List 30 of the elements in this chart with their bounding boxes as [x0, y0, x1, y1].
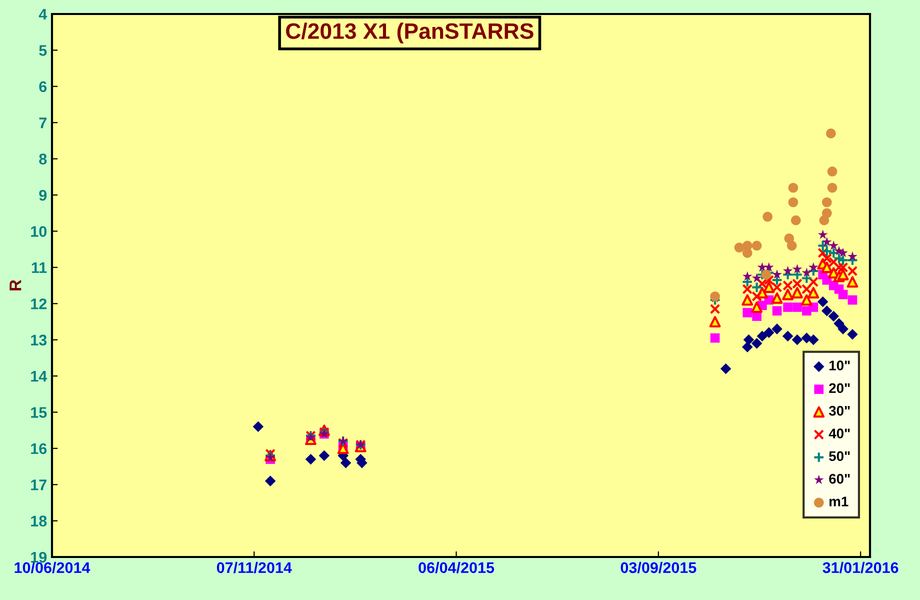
y-tick-label: 10 [31, 226, 47, 237]
x-tick-label: 06/04/2015 [418, 562, 494, 574]
y-tick-label: 15 [31, 407, 47, 418]
y-tick-label: 7 [39, 118, 46, 128]
x-tick-label: 10/06/2014 [14, 562, 90, 574]
y-tick-label: 16 [31, 443, 47, 454]
legend-label: 10" [829, 360, 850, 370]
y-tick-label: 12 [31, 298, 47, 310]
y-tick-label: 19 [31, 552, 47, 563]
legend-label: 20" [829, 383, 850, 394]
y-tick-label: 13 [31, 334, 47, 346]
y-tick-label: 4 [38, 9, 48, 20]
legend-label: 40" [828, 428, 850, 438]
y-tick-label: 5 [39, 45, 47, 56]
y-axis-title: R [10, 280, 22, 290]
x-tick-label: 07/11/2014 [216, 562, 292, 574]
y-tick-label: 18 [31, 516, 47, 526]
x-tick-label: 03/09/2015 [620, 562, 696, 574]
y-tick-label: 9 [39, 190, 47, 201]
y-tick-label: 11 [32, 262, 47, 273]
legend-label: 30" [828, 406, 850, 416]
legend-label: 50" [829, 451, 850, 462]
chart-title: C/2013 X1 (PanSTARRS [286, 22, 534, 44]
x-tick-label: 31/01/2016 [822, 562, 898, 574]
y-tick-label: 17 [31, 480, 46, 490]
legend-label: m1 [830, 496, 848, 506]
y-tick-label: 8 [39, 154, 47, 164]
y-tick-label: 14 [31, 371, 48, 382]
y-tick-label: 6 [39, 81, 47, 92]
legend-label: 60" [829, 474, 850, 484]
